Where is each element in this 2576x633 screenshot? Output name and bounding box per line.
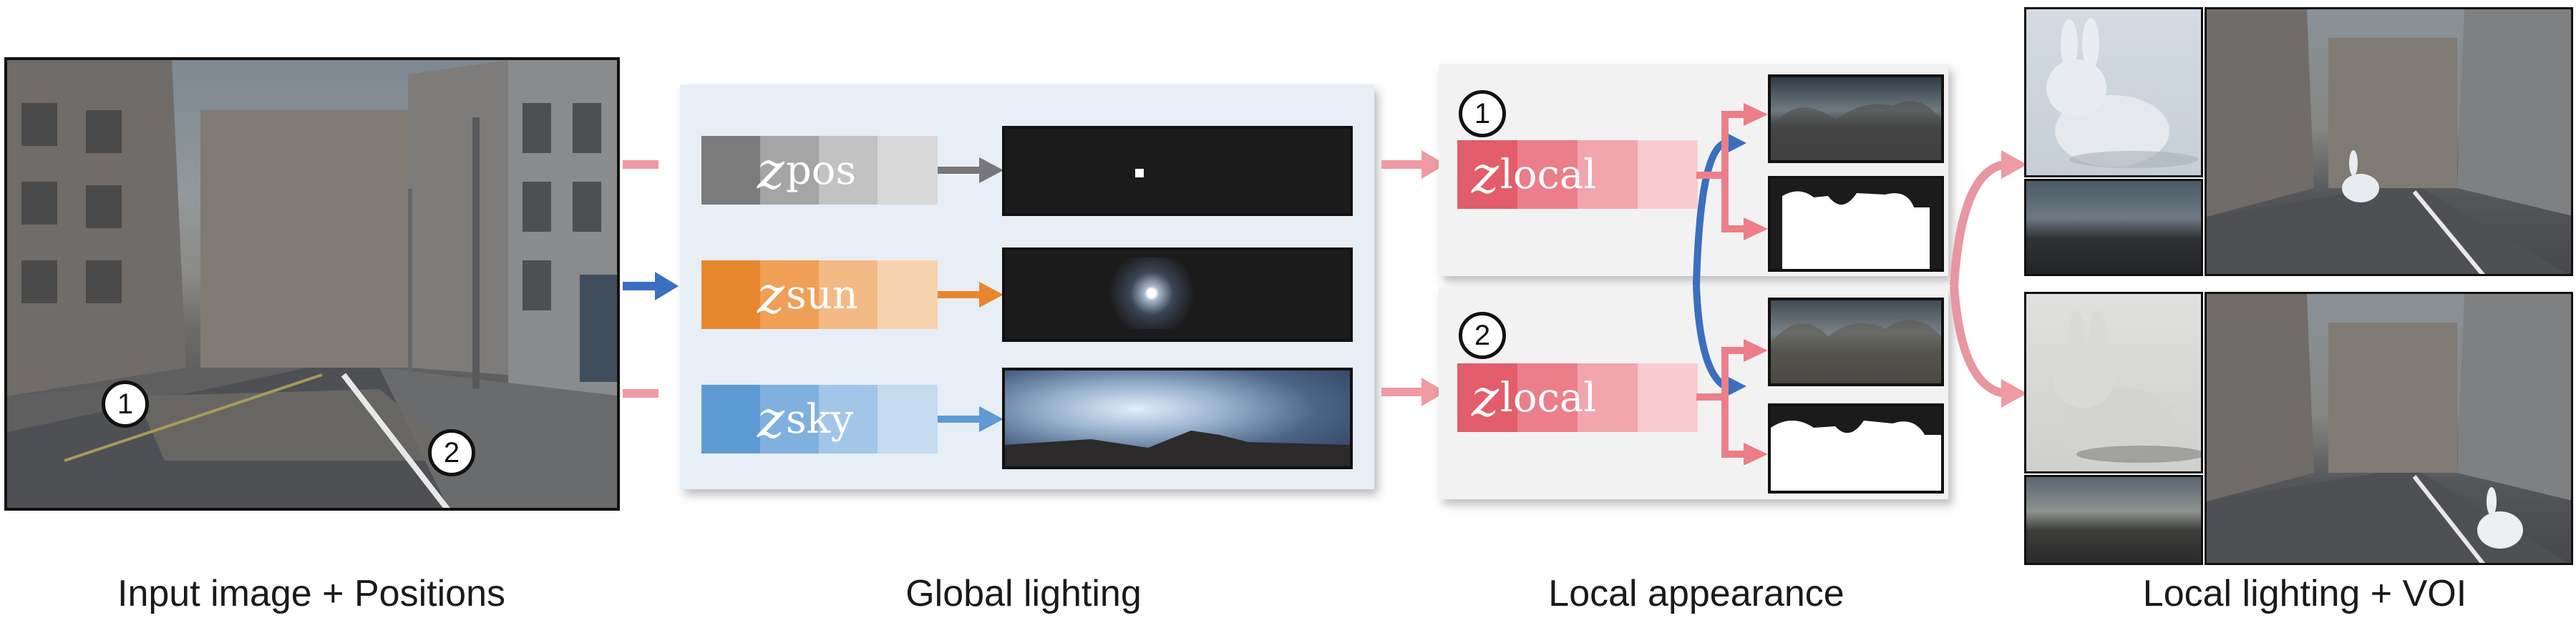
local-branch-arrows xyxy=(1696,103,1768,465)
z-pos-label: z pos xyxy=(757,140,857,200)
local-mask-2 xyxy=(1768,403,1944,494)
local-marker-1: 1 xyxy=(1459,90,1506,137)
local-appearance-1 xyxy=(1768,74,1944,163)
bunny-render-1 xyxy=(2024,7,2203,177)
envmap-2 xyxy=(2024,475,2203,565)
composite-output-2 xyxy=(2205,292,2573,565)
global-to-local-arrows xyxy=(1381,150,1446,406)
caption-global: Global lighting xyxy=(905,573,1142,614)
local-marker-2: 2 xyxy=(1459,312,1506,359)
z-sun-label: z sun xyxy=(757,265,858,325)
position-marker-1: 1 xyxy=(102,381,149,428)
z-sky-label: z sky xyxy=(757,389,854,449)
position-map xyxy=(1002,126,1353,216)
bunny-render-2 xyxy=(2024,292,2203,473)
z-local-vector-2: z local xyxy=(1457,363,1698,432)
z-sky-vector: z sky xyxy=(701,385,938,453)
caption-local-lighting: Local lighting + VOI xyxy=(2142,573,2467,614)
caption-local-appearance: Local appearance xyxy=(1548,573,1844,614)
input-street-image: 1 2 xyxy=(4,57,620,511)
local-mask-1 xyxy=(1768,176,1944,272)
composite-output-1 xyxy=(2205,7,2573,276)
z-sun-vector: z sun xyxy=(701,260,938,329)
z-local-label-2: z local xyxy=(1472,368,1597,428)
pos-arrow xyxy=(938,157,1003,183)
sky-arrow xyxy=(938,406,1003,432)
local-appearance-2 xyxy=(1768,298,1944,386)
z-local-label-1: z local xyxy=(1472,144,1597,205)
sun-map xyxy=(1002,247,1353,342)
z-local-vector-1: z local xyxy=(1457,140,1698,209)
street-scene xyxy=(7,60,617,508)
position-marker-2: 2 xyxy=(428,429,475,476)
sky-map xyxy=(1002,368,1353,469)
z-pos-vector: z pos xyxy=(701,136,938,205)
input-arrows xyxy=(623,160,679,398)
output-arrows xyxy=(1950,150,2027,408)
caption-input: Input image + Positions xyxy=(117,573,505,614)
envmap-1 xyxy=(2024,179,2203,276)
sun-arrow xyxy=(938,282,1003,308)
